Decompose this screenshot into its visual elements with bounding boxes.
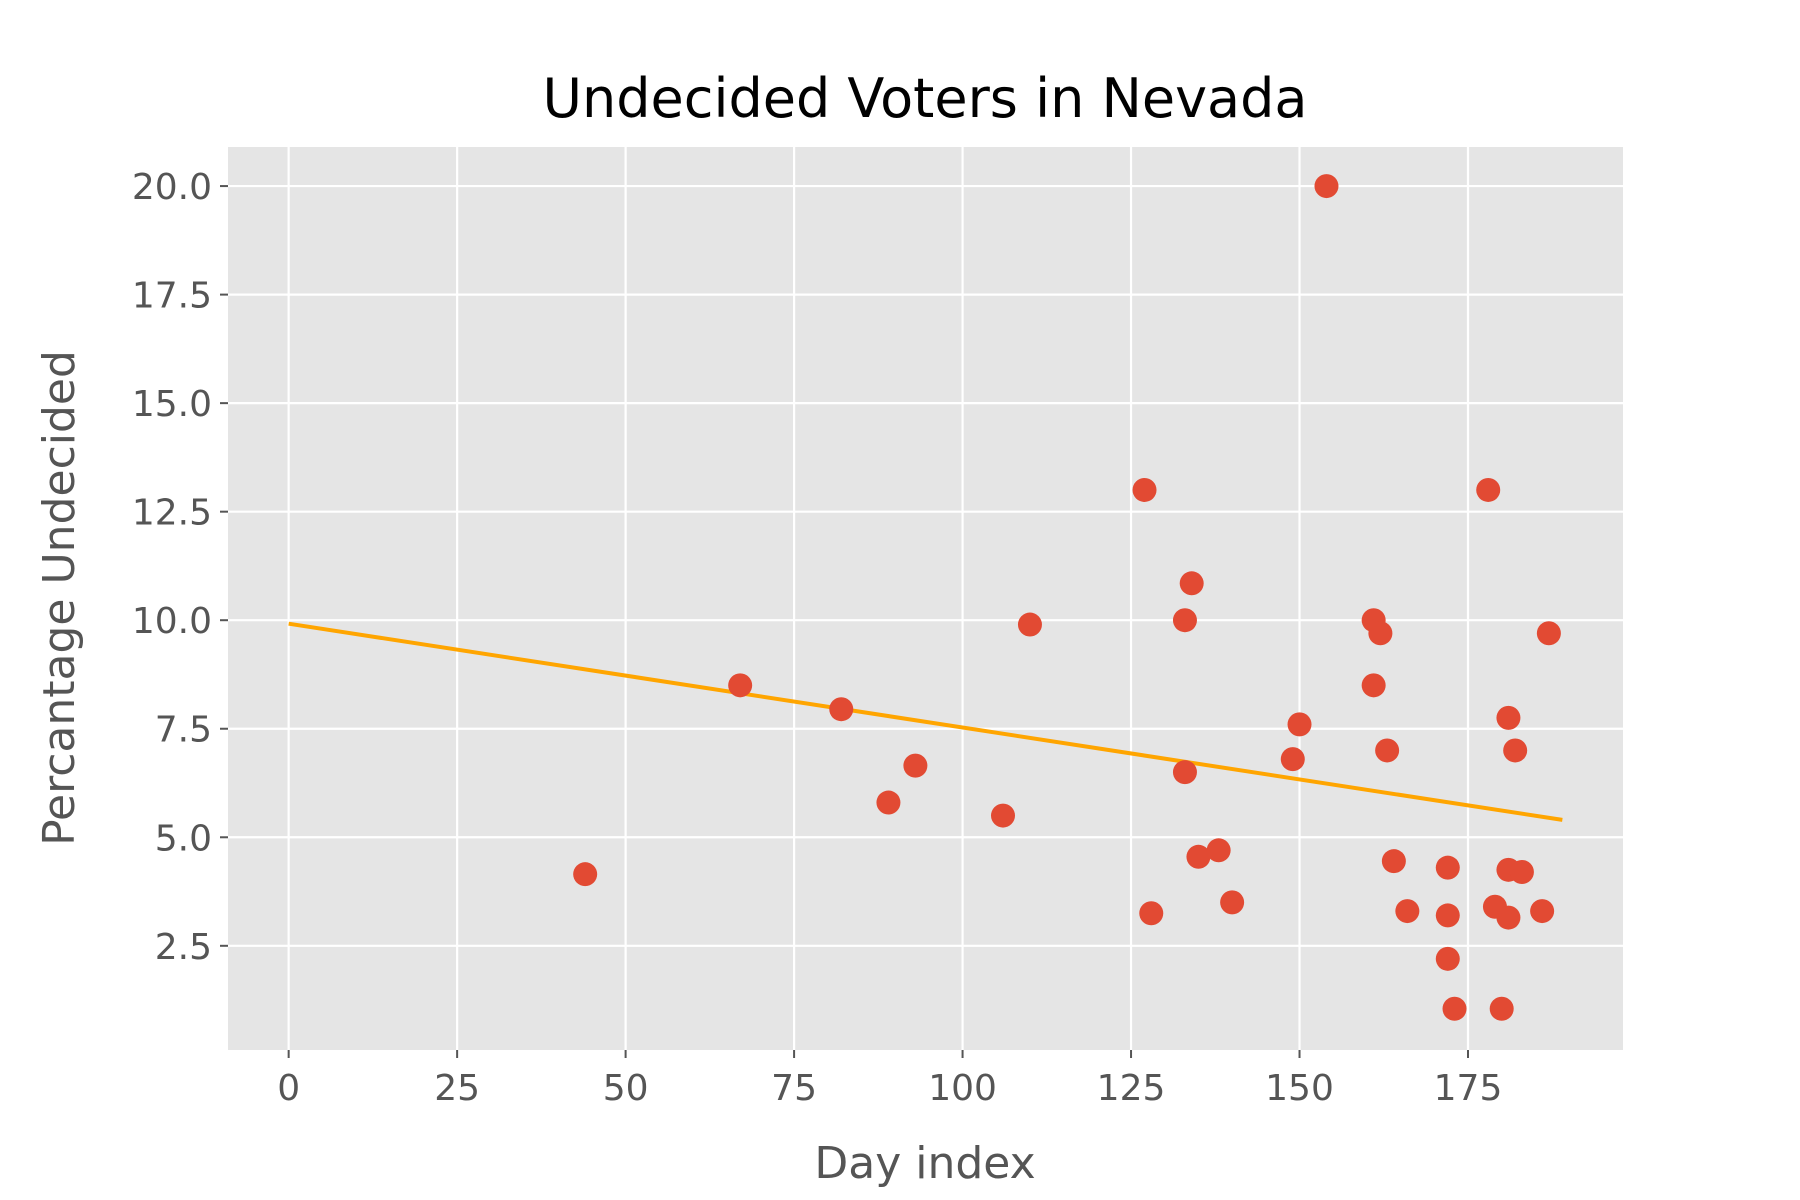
y-tick-label: 20.0	[132, 167, 212, 208]
axis-ticks: 0 25 50 75 100 125 150 175 2.5 5.0 7.5 10.0 12.5 15.0…	[132, 167, 1503, 1109]
data-point	[1435, 903, 1460, 928]
data-point	[728, 673, 753, 698]
data-point	[1435, 855, 1460, 880]
y-tick-label: 17.5	[132, 276, 212, 317]
x-tick-label: 175	[1434, 1068, 1503, 1109]
y-tick-label: 12.5	[132, 493, 212, 534]
data-point	[1139, 901, 1164, 926]
x-tick-label: 150	[1265, 1068, 1334, 1109]
data-point	[1172, 608, 1197, 633]
data-point	[1395, 899, 1420, 924]
x-axis-label: Day index	[814, 1138, 1035, 1189]
data-point	[1489, 996, 1514, 1021]
grid	[228, 147, 1623, 1050]
data-point	[1280, 747, 1305, 772]
data-point	[1442, 996, 1467, 1021]
data-point	[1017, 612, 1042, 637]
x-tick-label: 0	[277, 1068, 300, 1109]
y-tick-label: 2.5	[155, 927, 212, 968]
x-tick-label: 25	[434, 1068, 480, 1109]
y-tick-label: 15.0	[132, 384, 212, 425]
data-point	[1381, 849, 1406, 874]
x-tick-label: 125	[1097, 1068, 1166, 1109]
data-point	[1287, 712, 1312, 737]
data-point	[1496, 705, 1521, 730]
y-tick-label: 7.5	[155, 710, 212, 751]
data-point	[1220, 890, 1245, 915]
data-point	[829, 697, 854, 722]
data-point	[1179, 571, 1204, 596]
data-point	[876, 790, 901, 815]
chart-title: Undecided Voters in Nevada	[543, 67, 1308, 130]
points-layer	[573, 174, 1561, 1021]
data-point	[1314, 174, 1339, 199]
data-point	[1132, 477, 1157, 502]
data-point	[573, 862, 598, 887]
y-axis-label: Percantage Undecided	[34, 350, 85, 846]
data-point	[1186, 844, 1211, 869]
plot-background	[228, 147, 1623, 1050]
data-point	[1496, 905, 1521, 930]
data-point	[1361, 673, 1386, 698]
data-point	[1375, 738, 1400, 763]
x-tick-label: 50	[603, 1068, 649, 1109]
data-point	[1172, 760, 1197, 785]
data-point	[1536, 621, 1561, 646]
data-point	[1476, 477, 1501, 502]
data-point	[1503, 738, 1528, 763]
data-point	[1368, 621, 1393, 646]
trend-line-layer	[288, 621, 1563, 822]
data-point	[991, 803, 1015, 828]
x-tick-label: 75	[771, 1068, 817, 1109]
data-point	[903, 753, 928, 778]
y-tick-label: 5.0	[155, 818, 212, 859]
trend-line	[288, 621, 1563, 822]
data-point	[1530, 899, 1555, 924]
data-point	[1435, 946, 1460, 971]
data-point	[1206, 838, 1231, 863]
y-tick-label: 10.0	[132, 601, 212, 642]
x-tick-label: 100	[928, 1068, 997, 1109]
data-point	[1509, 860, 1534, 885]
